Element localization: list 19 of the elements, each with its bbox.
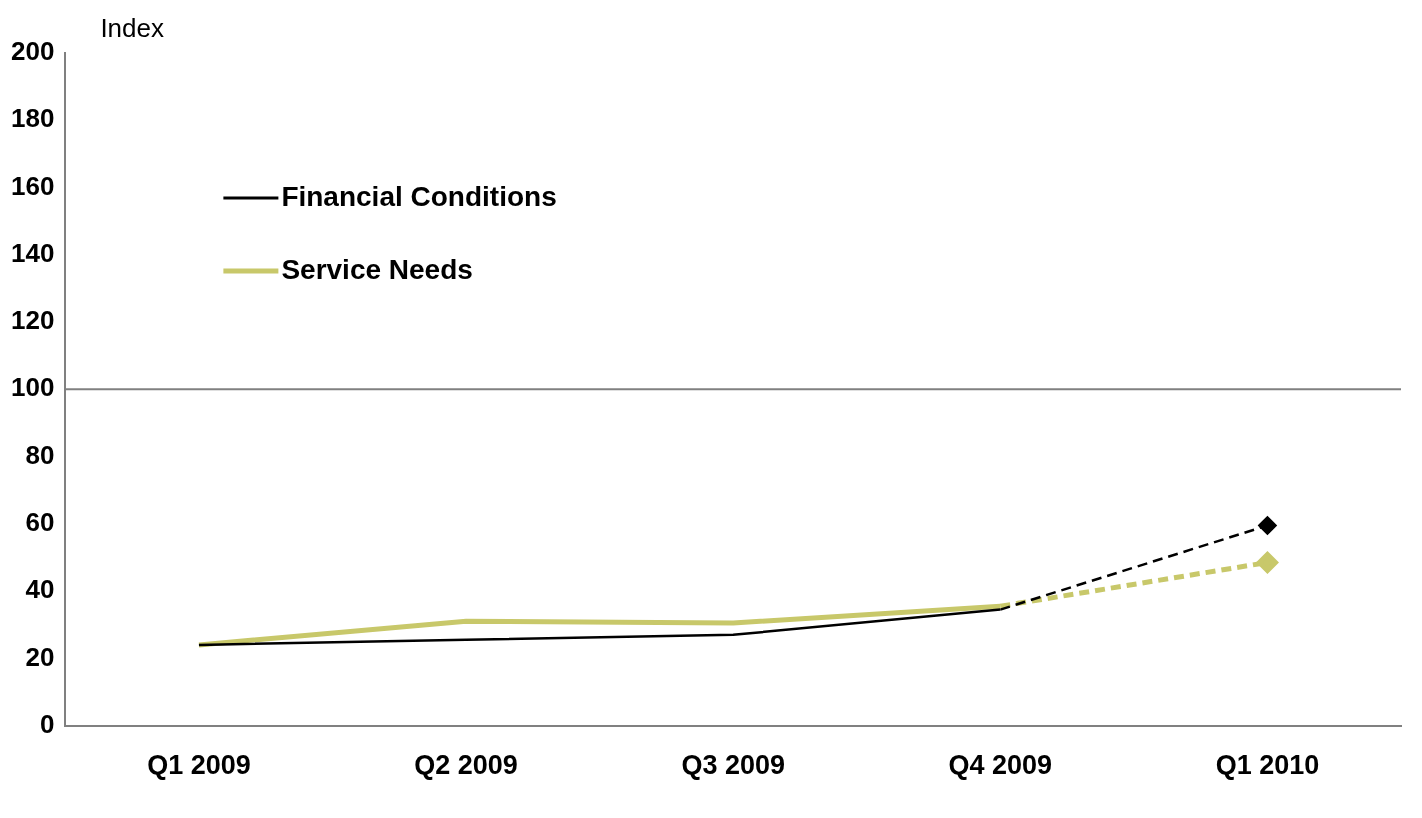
y-tick-label: 200 <box>10 36 55 67</box>
legend-label: Service Needs <box>281 253 473 285</box>
x-tick-label: Q2 2009 <box>414 750 518 781</box>
y-tick-label: 80 <box>25 439 55 470</box>
y-axis-title: Index <box>100 13 164 44</box>
y-tick-label: 120 <box>10 305 55 336</box>
y-tick-label: 140 <box>10 237 55 268</box>
legend-label: Financial Conditions <box>281 180 557 212</box>
x-tick-label: Q4 2009 <box>948 750 1053 781</box>
x-tick-label: Q1 2009 <box>147 750 251 781</box>
y-tick-label: 160 <box>10 170 55 201</box>
y-tick-label: 0 <box>39 708 55 739</box>
y-tick-label: 180 <box>10 103 55 134</box>
y-tick-label: 20 <box>25 641 55 672</box>
x-tick-label: Q3 2009 <box>681 750 785 781</box>
y-tick-label: 100 <box>10 372 55 403</box>
y-tick-label: 60 <box>25 506 55 537</box>
x-tick-label: Q1 2010 <box>1215 750 1320 781</box>
y-tick-label: 40 <box>25 574 55 605</box>
